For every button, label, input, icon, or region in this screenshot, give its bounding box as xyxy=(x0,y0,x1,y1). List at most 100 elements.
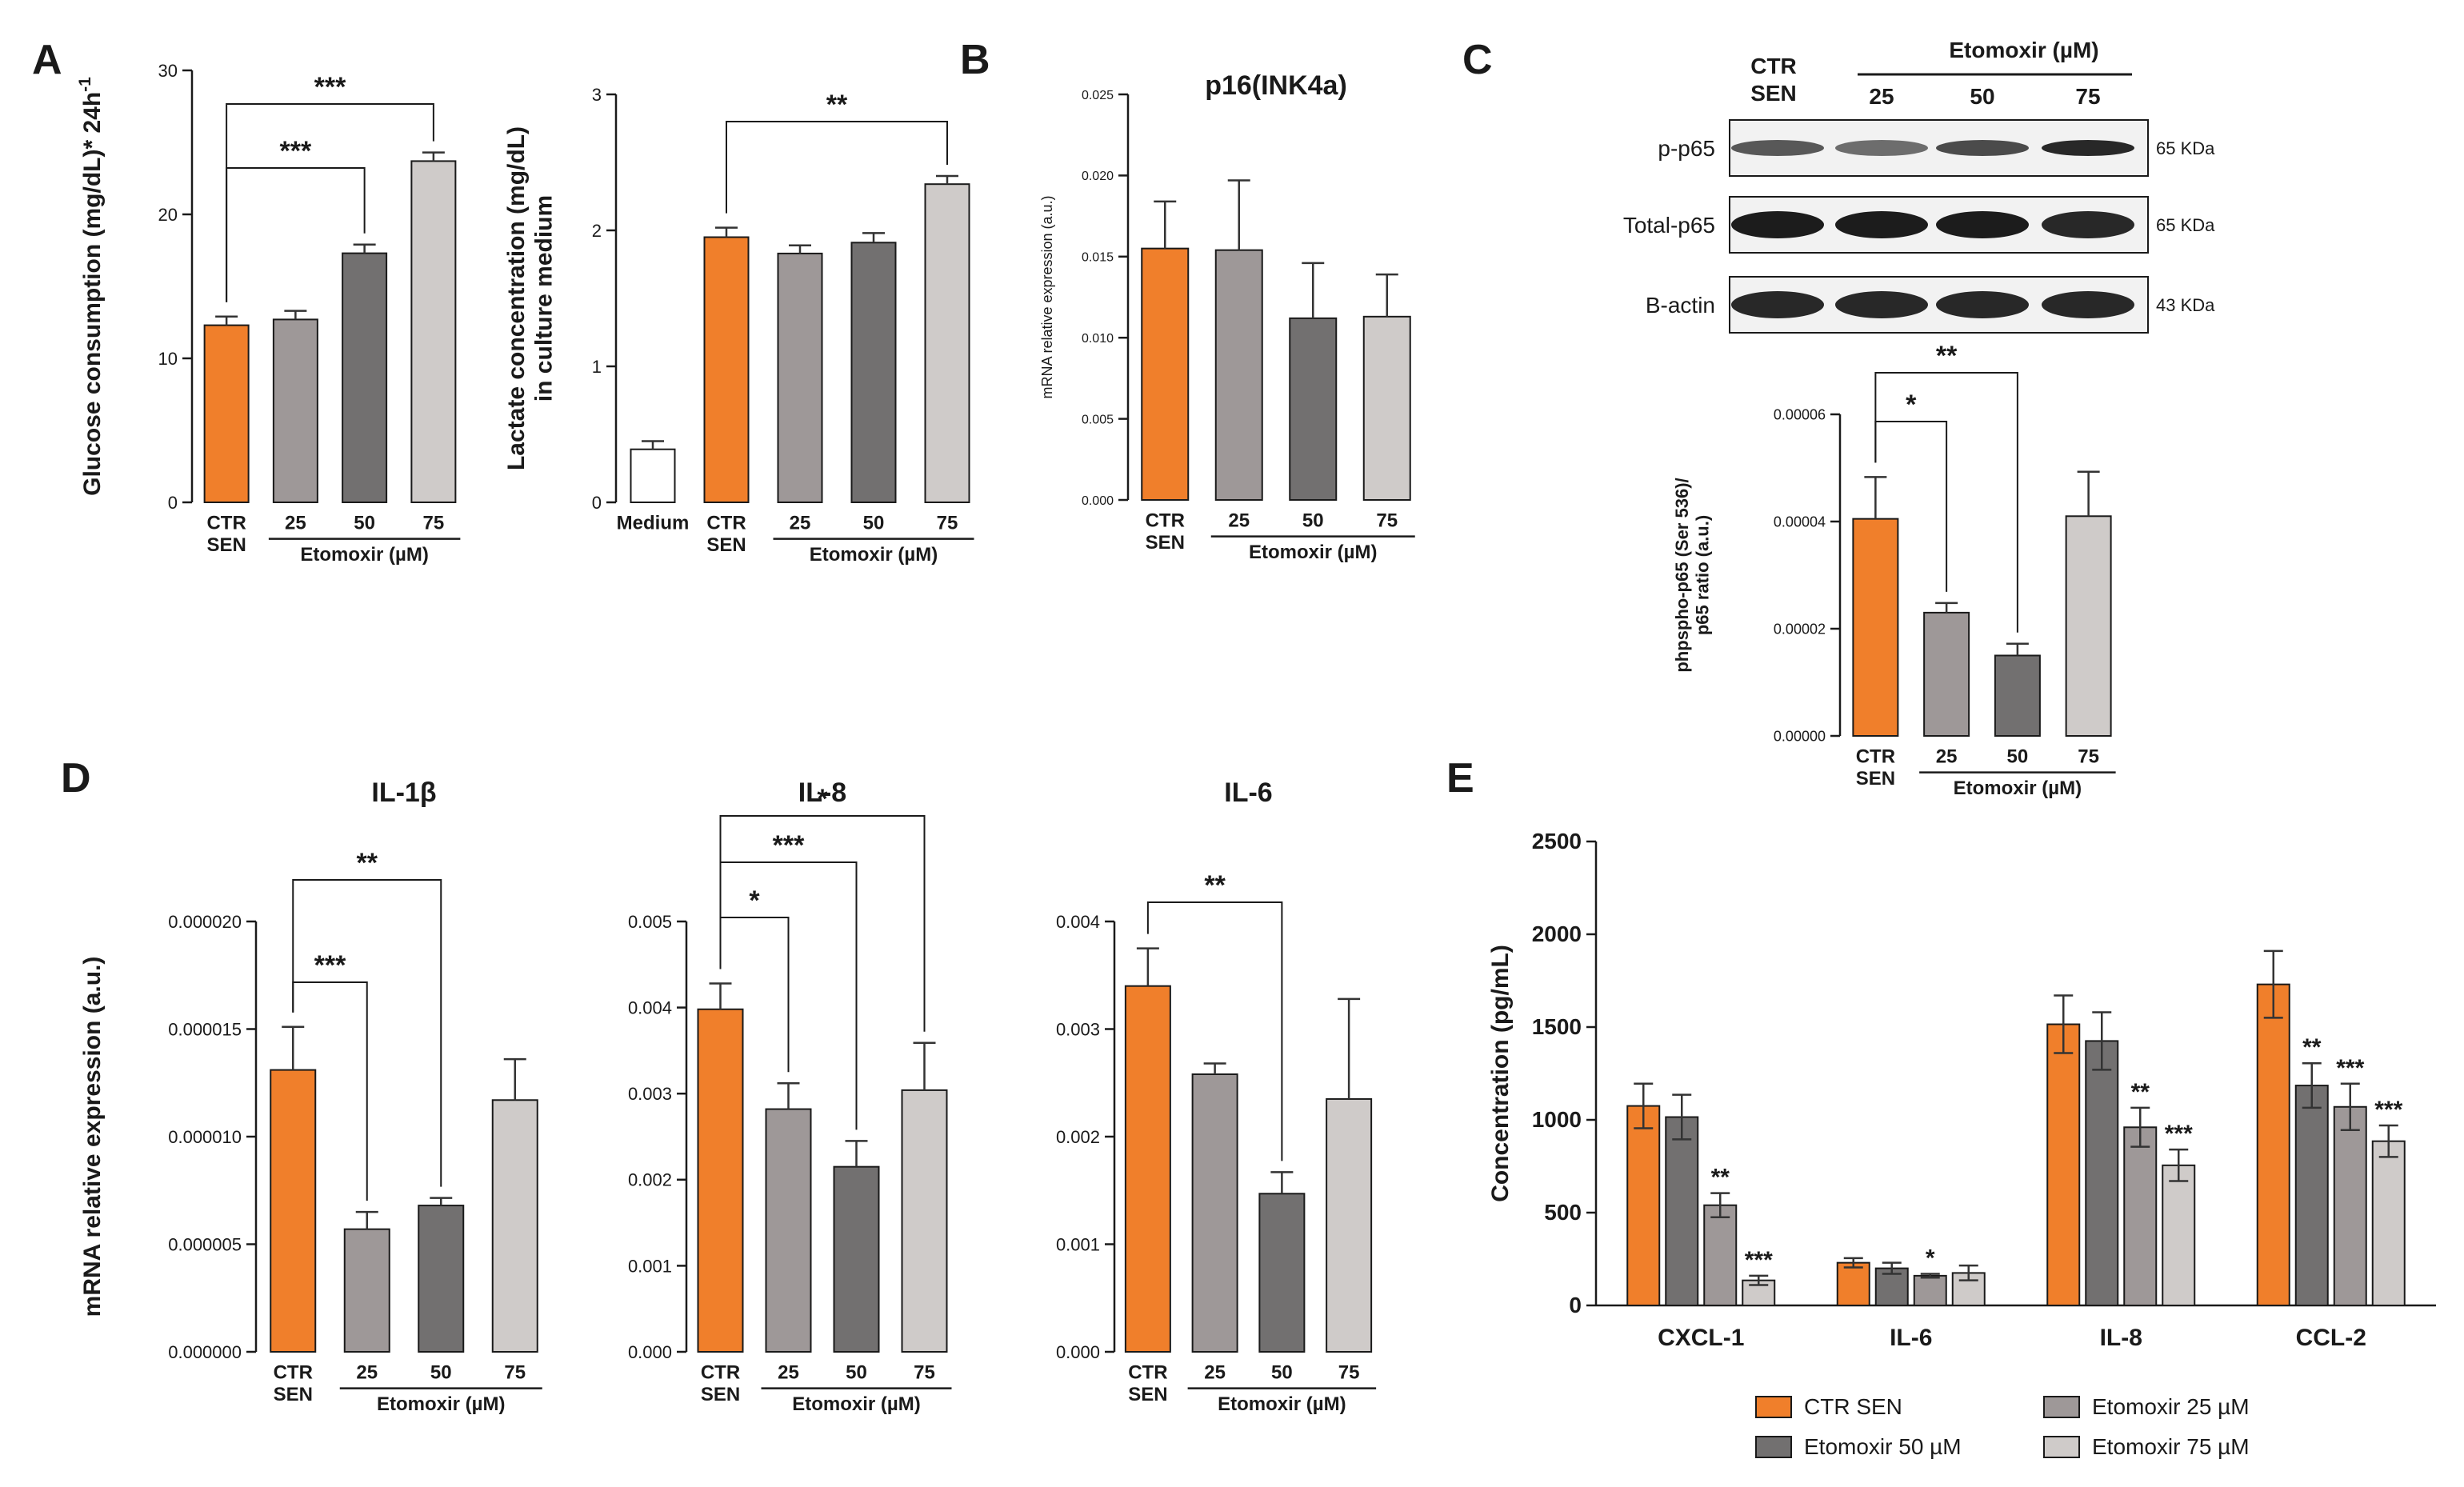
significance-label: ** xyxy=(2302,1034,2322,1061)
bar-3 xyxy=(1326,1097,1373,1353)
blot-band xyxy=(1731,211,1824,238)
bar-2 xyxy=(342,252,388,503)
blot-band xyxy=(1936,291,2029,318)
blot-lane-label: 50 xyxy=(1970,84,1994,109)
x-tick-label: 25 xyxy=(285,513,306,534)
x-tick-label: 50 xyxy=(846,1362,867,1384)
significance-label: *** xyxy=(2374,1097,2402,1123)
blot-band xyxy=(1731,291,1824,318)
significance-label: ** xyxy=(2131,1079,2150,1105)
significance-bracket xyxy=(1874,372,2018,633)
bar-3 xyxy=(410,160,457,503)
x-tick-label: 25 xyxy=(1936,746,1958,768)
legend-label: Etomoxir 25 µM xyxy=(2092,1394,2250,1419)
y-tick-label: 0.003 xyxy=(628,1084,672,1104)
x-tick-label: 25 xyxy=(356,1362,378,1384)
y-tick-label: 0.005 xyxy=(628,912,672,932)
y-axis-label-line1: Lactate concentration (mg/dL) xyxy=(503,126,530,470)
significance-label: ** xyxy=(1204,870,1226,901)
legend-label: Etomoxir 50 µM xyxy=(1804,1434,1962,1459)
blot-header-group: Etomoxir (µM) xyxy=(1949,38,2098,62)
bar-3 xyxy=(491,1099,538,1353)
significance-label: *** xyxy=(2165,1121,2193,1147)
blot-lane-label: 25 xyxy=(1869,84,1894,109)
y-tick-label: 0.003 xyxy=(1056,1019,1100,1039)
panel-label-c: C xyxy=(1462,37,1493,83)
y-tick-label: 10 xyxy=(158,349,178,369)
y-tick-label: 0.020 xyxy=(1082,170,1114,183)
significance-bracket xyxy=(292,879,442,1187)
y-tick-label: 0.000 xyxy=(1056,1342,1100,1362)
x-tick-label: CTR xyxy=(701,1362,740,1384)
y-axis-label: mRNA relative expression (a.u.) xyxy=(1039,195,1055,398)
bar-1 xyxy=(1214,249,1263,501)
y-tick-label: 0.002 xyxy=(1056,1127,1100,1147)
x-tick-label: CTR xyxy=(274,1362,313,1384)
y-tick-label: 500 xyxy=(1544,1200,1582,1225)
y-tick-label: 1 xyxy=(592,357,602,377)
x-tick-label: 75 xyxy=(937,513,958,534)
x-tick-label: 50 xyxy=(863,513,885,534)
x-tick-label: 75 xyxy=(2078,746,2099,768)
y-tick-label: 0.010 xyxy=(1082,332,1114,346)
x-tick-label: 50 xyxy=(430,1362,452,1384)
significance-label: * xyxy=(1906,390,1917,420)
x-tick-label: 75 xyxy=(1376,510,1398,532)
chart-title: p16(INK4a) xyxy=(1205,70,1347,101)
y-axis-label: Concentration (pg/mL) xyxy=(1487,945,1514,1202)
x-tick-label: 25 xyxy=(1228,510,1250,532)
y-axis-label: mRNA relative expression (a.u.) xyxy=(79,957,106,1317)
blot-band xyxy=(2042,291,2134,318)
x-tick-label: 75 xyxy=(914,1362,935,1384)
blot-band xyxy=(1835,291,1928,318)
x-group-label: Etomoxir (µM) xyxy=(792,1393,921,1415)
y-tick-label: 0 xyxy=(1569,1293,1582,1317)
x-tick-label: 25 xyxy=(1204,1362,1226,1384)
y-tick-label: 0.000020 xyxy=(168,912,242,932)
x-tick-label: SEN xyxy=(1856,768,1895,789)
blot-band xyxy=(2042,211,2134,238)
panel-label-a: A xyxy=(32,37,62,83)
y-tick-label: 0.004 xyxy=(1056,912,1100,932)
bar-0 xyxy=(1124,985,1171,1353)
bar-1 xyxy=(1923,611,1970,738)
blot-band xyxy=(1835,211,1928,238)
x-group-label: Etomoxir (µM) xyxy=(377,1393,506,1415)
significance-label: ** xyxy=(1711,1165,1730,1191)
y-tick-label: 0.000000 xyxy=(168,1342,242,1362)
blot-lane-label: 75 xyxy=(2075,84,2100,109)
x-tick-label: SEN xyxy=(1128,1384,1167,1405)
x-tick-label: 50 xyxy=(2007,746,2029,768)
y-tick-label: 0.000005 xyxy=(168,1234,242,1254)
x-tick-label: CTR xyxy=(206,513,246,534)
x-tick-label: 25 xyxy=(790,513,811,534)
y-tick-label: 2500 xyxy=(1532,829,1582,853)
blot-band xyxy=(2042,140,2134,156)
significance-bracket xyxy=(726,121,948,214)
significance-label: *** xyxy=(314,72,346,102)
y-tick-label: 2000 xyxy=(1532,921,1582,946)
significance-label: *** xyxy=(280,136,312,166)
x-tick-label: SEN xyxy=(1146,532,1185,554)
x-tick-label: 50 xyxy=(1271,1362,1293,1384)
y-axis-label-line2: in culture medium xyxy=(531,195,558,402)
x-group-label: Etomoxir (µM) xyxy=(810,544,938,566)
significance-label: * xyxy=(749,885,760,916)
panel-label-b: B xyxy=(960,37,990,83)
chart-title: IL-8 xyxy=(798,777,846,808)
y-tick-label: 1500 xyxy=(1532,1014,1582,1039)
significance-label: *** xyxy=(1745,1247,1773,1273)
x-tick-label: 50 xyxy=(354,513,375,534)
bar-IL-6-1 xyxy=(1874,1267,1909,1306)
chart-title: IL-1β xyxy=(371,777,436,808)
y-tick-label: 0.001 xyxy=(628,1256,672,1276)
y-tick-label: 0.015 xyxy=(1082,251,1114,265)
bar-IL-6-2 xyxy=(1913,1274,1947,1307)
x-tick-label: SEN xyxy=(274,1384,313,1405)
x-tick-label: SEN xyxy=(701,1384,740,1405)
bar-0 xyxy=(203,324,250,503)
